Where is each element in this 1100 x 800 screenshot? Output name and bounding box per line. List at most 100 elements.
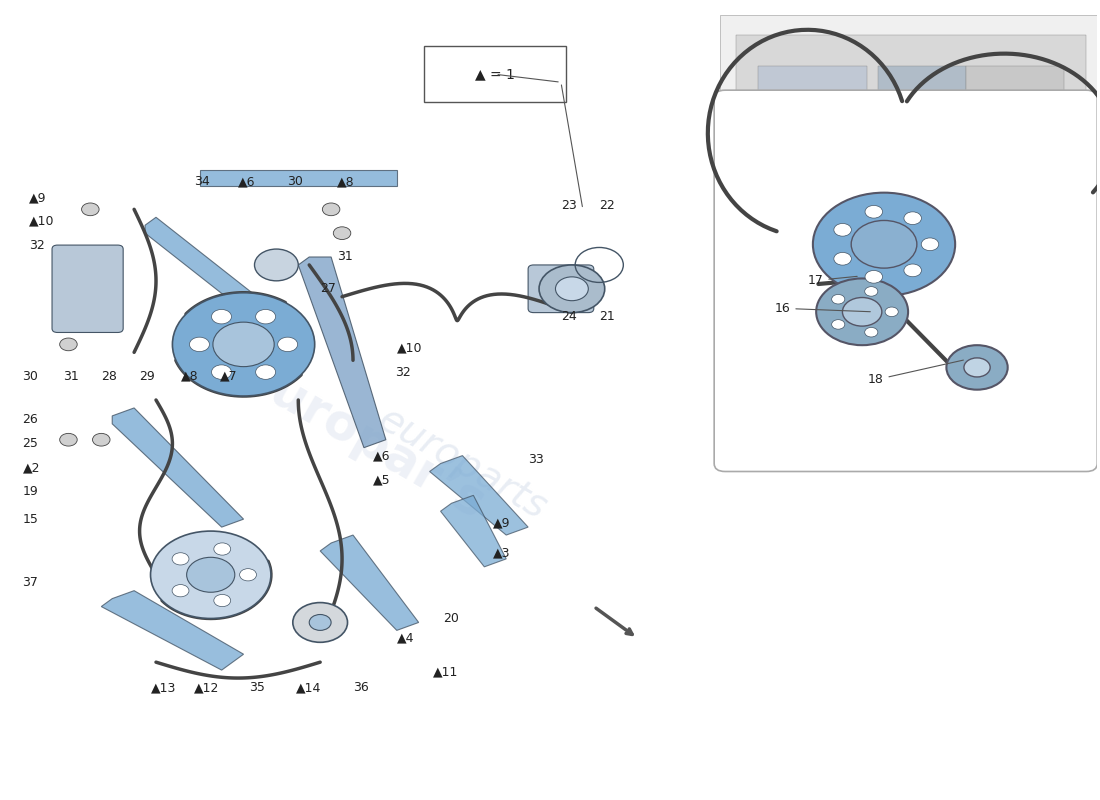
Text: 24: 24: [561, 310, 576, 323]
Polygon shape: [200, 170, 397, 186]
Text: ▲6: ▲6: [238, 175, 255, 188]
Circle shape: [736, 241, 824, 305]
Circle shape: [946, 345, 1008, 390]
FancyBboxPatch shape: [714, 90, 1097, 471]
Text: ▲11: ▲11: [433, 666, 459, 678]
Circle shape: [964, 358, 990, 377]
Text: europar’s: europar’s: [233, 350, 495, 529]
Text: ▲13: ▲13: [151, 681, 176, 694]
Text: 25: 25: [22, 437, 38, 450]
Circle shape: [834, 223, 851, 236]
Text: ▲5: ▲5: [373, 473, 390, 486]
Polygon shape: [298, 257, 386, 448]
Text: ▲14: ▲14: [296, 681, 321, 694]
Polygon shape: [430, 456, 528, 535]
Text: europarts: europarts: [372, 400, 553, 527]
Circle shape: [59, 338, 77, 350]
Circle shape: [921, 238, 938, 250]
Text: 17: 17: [807, 274, 857, 287]
Circle shape: [816, 278, 909, 345]
Circle shape: [277, 337, 298, 352]
Circle shape: [886, 307, 899, 317]
Circle shape: [213, 322, 274, 366]
Circle shape: [172, 553, 189, 565]
Circle shape: [834, 253, 851, 265]
Circle shape: [81, 203, 99, 216]
Circle shape: [333, 227, 351, 239]
Circle shape: [213, 594, 231, 606]
Text: 33: 33: [528, 453, 543, 466]
Text: ▲8: ▲8: [337, 175, 354, 188]
Circle shape: [322, 203, 340, 216]
Circle shape: [187, 558, 234, 592]
Text: ▲10: ▲10: [29, 214, 55, 228]
Circle shape: [851, 221, 917, 268]
Text: 22: 22: [600, 199, 615, 212]
Text: 30: 30: [287, 175, 304, 188]
Circle shape: [173, 293, 315, 396]
Text: 27: 27: [320, 282, 336, 295]
Circle shape: [904, 212, 922, 225]
Polygon shape: [112, 408, 243, 527]
Text: ▲9: ▲9: [29, 191, 46, 204]
Circle shape: [832, 320, 845, 329]
Circle shape: [172, 585, 189, 597]
Circle shape: [240, 569, 256, 581]
Text: ▲9: ▲9: [493, 517, 510, 530]
Circle shape: [813, 193, 955, 296]
Text: 20: 20: [442, 612, 459, 625]
Text: ▲10: ▲10: [397, 342, 422, 355]
Text: ▲4: ▲4: [397, 632, 415, 645]
Text: 28: 28: [101, 370, 118, 382]
Text: ▲8: ▲8: [182, 370, 199, 382]
FancyBboxPatch shape: [719, 14, 1100, 325]
Bar: [736, 34, 1087, 305]
Circle shape: [211, 310, 231, 324]
Text: 34: 34: [195, 175, 210, 188]
Circle shape: [865, 270, 882, 283]
Circle shape: [255, 365, 276, 379]
Text: ▲2: ▲2: [22, 461, 40, 474]
Circle shape: [832, 294, 845, 304]
Circle shape: [151, 531, 271, 618]
Polygon shape: [101, 590, 243, 670]
Circle shape: [539, 265, 605, 313]
Text: 21: 21: [600, 310, 615, 323]
Text: 36: 36: [353, 681, 369, 694]
Circle shape: [865, 327, 878, 337]
Circle shape: [255, 310, 276, 324]
Text: 31: 31: [337, 250, 352, 263]
Polygon shape: [441, 495, 506, 567]
Text: 26: 26: [22, 414, 38, 426]
Circle shape: [293, 602, 348, 642]
FancyBboxPatch shape: [52, 245, 123, 333]
Circle shape: [59, 434, 77, 446]
Text: ▲7: ▲7: [220, 370, 238, 382]
Text: 30: 30: [22, 370, 38, 382]
Circle shape: [213, 543, 231, 555]
Text: 19: 19: [22, 485, 38, 498]
Circle shape: [189, 337, 209, 352]
Text: 29: 29: [140, 370, 155, 382]
Bar: [878, 66, 966, 257]
Text: 23: 23: [561, 199, 576, 212]
Text: ▲6: ▲6: [373, 449, 390, 462]
Bar: [966, 66, 1065, 226]
FancyBboxPatch shape: [425, 46, 566, 102]
Text: 32: 32: [395, 366, 410, 378]
Circle shape: [938, 245, 993, 285]
Circle shape: [556, 277, 588, 301]
Circle shape: [904, 264, 922, 277]
Bar: [758, 66, 868, 241]
Polygon shape: [145, 218, 287, 337]
Polygon shape: [320, 535, 419, 630]
Text: 35: 35: [249, 681, 265, 694]
Text: ▲12: ▲12: [195, 681, 220, 694]
Circle shape: [843, 298, 882, 326]
FancyBboxPatch shape: [528, 265, 594, 313]
Text: 15: 15: [22, 513, 38, 526]
Text: 18: 18: [868, 360, 964, 386]
Circle shape: [254, 249, 298, 281]
Text: ▲3: ▲3: [493, 546, 510, 559]
Circle shape: [92, 434, 110, 446]
